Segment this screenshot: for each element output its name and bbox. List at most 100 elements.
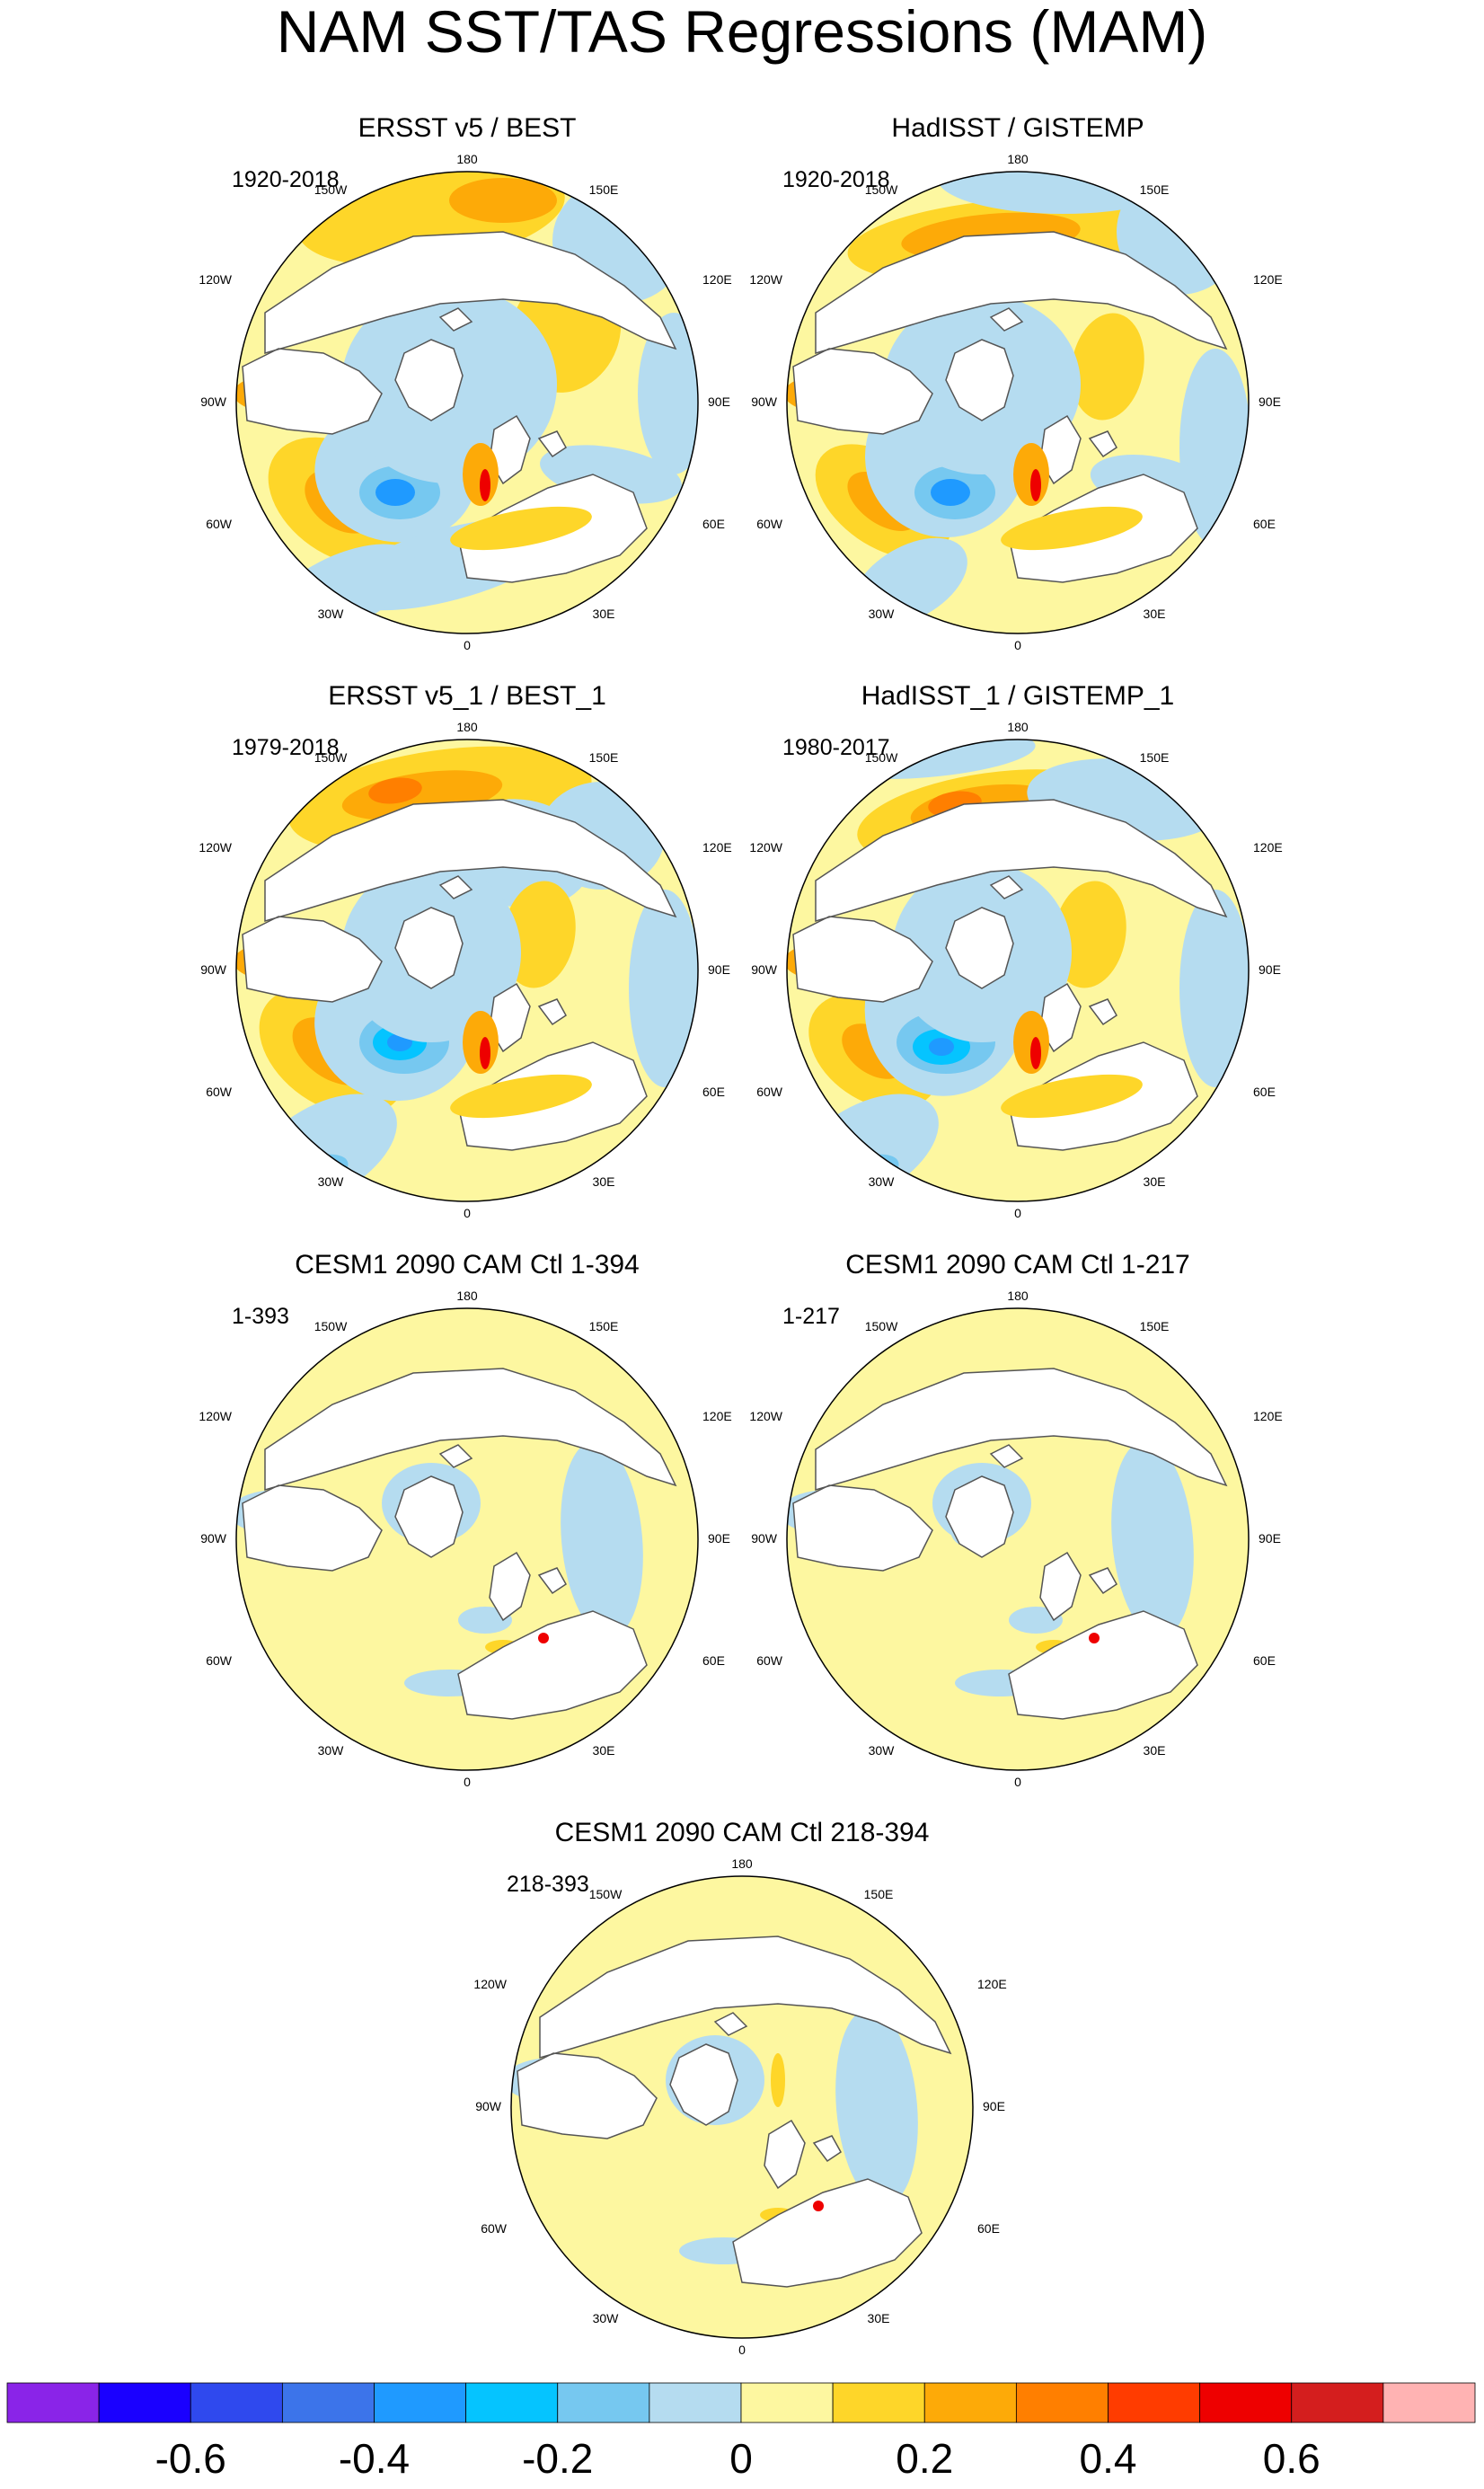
longitude-label: 30W bbox=[318, 1743, 345, 1758]
colorbar-tick-labels: -0.6 -0.4 -0.2 0 0.2 0.4 0.6 bbox=[155, 2435, 1321, 2482]
panel-period: 1920-2018 bbox=[782, 167, 890, 192]
coastline bbox=[989, 307, 1024, 332]
colorbar-tick-label: 0.6 bbox=[1263, 2435, 1321, 2482]
land-anomaly bbox=[1030, 1037, 1041, 1069]
longitude-label: 30W bbox=[593, 2311, 620, 2325]
colorbar-tick-label: 0 bbox=[729, 2435, 753, 2482]
longitude-label: 0 bbox=[464, 638, 471, 652]
colorbar-box bbox=[281, 2382, 375, 2423]
longitude-label: 90W bbox=[475, 2099, 502, 2113]
longitude-label: 120E bbox=[702, 272, 732, 287]
longitude-label: 30W bbox=[318, 607, 345, 621]
longitude-label: 150E bbox=[589, 182, 619, 197]
coastline bbox=[1088, 1567, 1117, 1595]
land-mass bbox=[517, 2053, 657, 2139]
longitude-label: 60E bbox=[1253, 1653, 1276, 1668]
land-mass bbox=[1090, 1568, 1117, 1593]
coastline bbox=[438, 1444, 473, 1468]
longitude-label: 180 bbox=[1007, 152, 1029, 166]
colorbar-box bbox=[557, 2382, 650, 2423]
longitude-label: 90E bbox=[1259, 962, 1281, 977]
land-mass bbox=[793, 349, 932, 434]
coastline bbox=[394, 339, 464, 421]
longitude-label: 30E bbox=[593, 1174, 615, 1189]
land-anomaly bbox=[463, 443, 499, 506]
longitude-label: 150W bbox=[865, 182, 898, 197]
coastline bbox=[489, 1551, 531, 1622]
land-mass bbox=[1040, 984, 1081, 1051]
longitude-label: 120W bbox=[749, 840, 782, 855]
longitude-label: 90E bbox=[708, 394, 730, 409]
longitude-label: 90W bbox=[200, 962, 227, 977]
coastline bbox=[792, 1484, 933, 1572]
coastline bbox=[1088, 998, 1117, 1026]
coastline bbox=[264, 231, 677, 354]
globe-map bbox=[236, 740, 698, 1201]
anomaly-region bbox=[638, 313, 698, 474]
longitude-label: 90E bbox=[983, 2099, 1005, 2113]
colorbar-box bbox=[98, 2382, 191, 2423]
anomaly-region bbox=[1111, 1440, 1194, 1638]
panel-title: HadISST_1 / GISTEMP_1 bbox=[861, 681, 1174, 711]
longitude-label: 60E bbox=[702, 1085, 725, 1099]
coastline bbox=[394, 907, 464, 989]
land-anomaly bbox=[1013, 1011, 1049, 1074]
longitude-label: 90W bbox=[200, 394, 227, 409]
colorbar-tick-label: 0.4 bbox=[1080, 2435, 1137, 2482]
coastline bbox=[438, 307, 473, 332]
land-mass bbox=[243, 917, 382, 1002]
land-mass bbox=[243, 1485, 382, 1571]
longitude-label: 60W bbox=[206, 1085, 233, 1099]
longitude-label: 180 bbox=[1007, 720, 1029, 734]
land-mass bbox=[793, 1485, 932, 1571]
panel-hadisst-gistemp: 180 150W 150E 120W 120E 90W 90E 60W 60E 30W 30E 0 Ha… bbox=[749, 113, 1282, 652]
coastline bbox=[792, 916, 933, 1003]
land-mass bbox=[1040, 416, 1081, 483]
panel-ersst-best: 180 150W 150E 120W 120E 90W 90E 60W 60E 30W 30E 0 ER… bbox=[199, 113, 732, 652]
coastline bbox=[264, 1368, 677, 1491]
longitude-label: 30W bbox=[318, 1174, 345, 1189]
land-mass bbox=[395, 908, 463, 988]
coastline bbox=[815, 231, 1228, 354]
coastline bbox=[1039, 1551, 1082, 1622]
globe-map bbox=[787, 1308, 1249, 1770]
figure-title: NAM SST/TAS Regressions (MAM) bbox=[277, 0, 1208, 65]
land-mass bbox=[539, 1568, 566, 1593]
panel-period: 218-393 bbox=[507, 1872, 589, 1897]
land-mass bbox=[539, 999, 566, 1024]
coastline bbox=[792, 348, 933, 435]
coastline bbox=[537, 998, 567, 1026]
land-anomaly bbox=[538, 1633, 549, 1643]
coastline bbox=[669, 2043, 738, 2126]
coastline bbox=[945, 1475, 1014, 1558]
land-mass bbox=[540, 1936, 950, 2058]
longitude-label: 120E bbox=[702, 1409, 732, 1423]
coastline bbox=[945, 339, 1014, 421]
coastline bbox=[713, 2012, 748, 2036]
anomaly-region bbox=[368, 777, 422, 804]
land-anomaly bbox=[480, 469, 490, 501]
longitude-label: 90E bbox=[1259, 394, 1281, 409]
longitude-label: 90W bbox=[751, 394, 778, 409]
globe-outline bbox=[235, 739, 699, 1202]
land-anomaly bbox=[450, 506, 592, 551]
longitude-label: 60W bbox=[481, 2221, 508, 2236]
longitude-label: 180 bbox=[456, 152, 478, 166]
colorbar-box bbox=[1015, 2382, 1109, 2423]
land-mass bbox=[733, 2179, 922, 2287]
colorbar-box bbox=[832, 2382, 925, 2423]
land-anomaly bbox=[1030, 469, 1041, 501]
coastline bbox=[242, 916, 383, 1003]
anomaly-region bbox=[449, 178, 557, 223]
land-anomaly bbox=[813, 2201, 824, 2211]
land-mass bbox=[946, 1476, 1013, 1557]
colorbar-box bbox=[740, 2382, 834, 2423]
land-anomaly bbox=[1089, 1633, 1100, 1643]
longitude-label: 0 bbox=[464, 1206, 471, 1220]
colorbar-box bbox=[923, 2382, 1017, 2423]
longitude-label: 30E bbox=[1144, 1174, 1166, 1189]
longitude-label: 150E bbox=[589, 750, 619, 765]
longitude-label: 60W bbox=[756, 517, 783, 531]
longitude-label: 150W bbox=[314, 1319, 348, 1333]
